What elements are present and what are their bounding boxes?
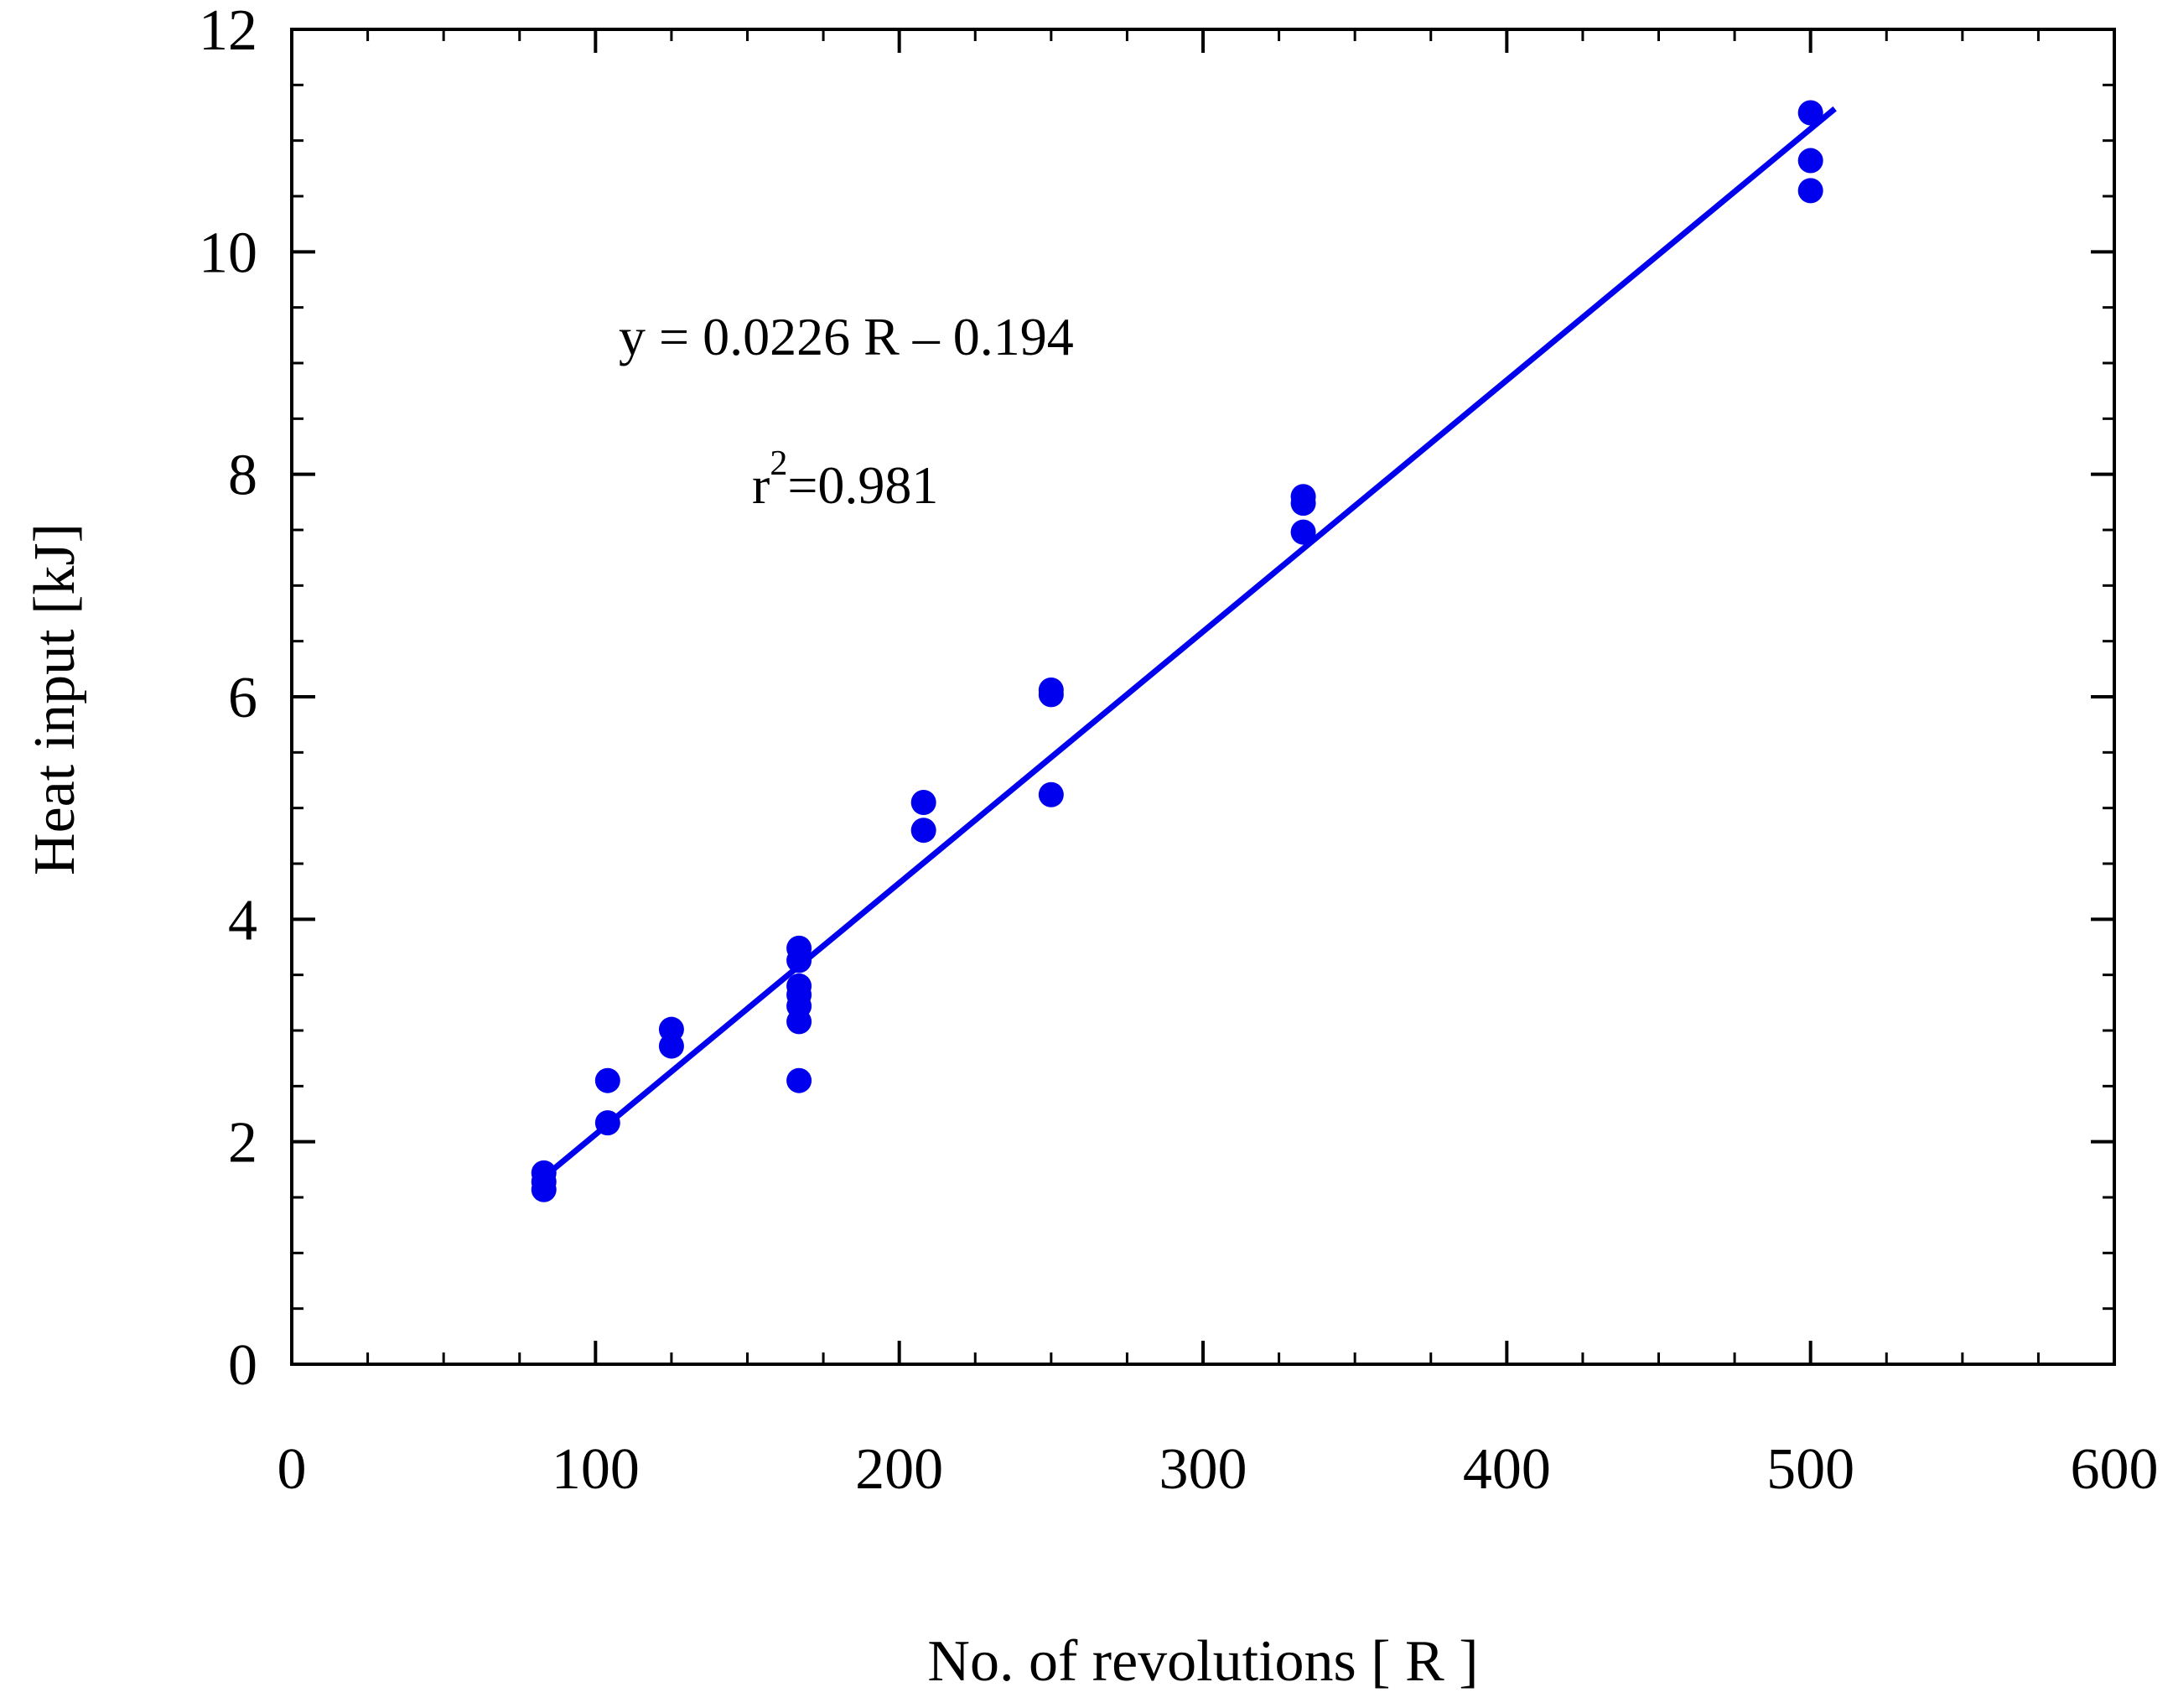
data-point (1038, 781, 1064, 807)
data-point (1038, 682, 1064, 708)
x-tick-label: 100 (552, 1437, 640, 1502)
data-point (594, 1110, 620, 1136)
y-tick-label: 10 (199, 221, 257, 285)
data-point (786, 1009, 812, 1035)
data-point (1797, 148, 1823, 174)
data-point (531, 1176, 557, 1202)
x-tick-label: 500 (1766, 1437, 1854, 1502)
plot-frame (290, 28, 2116, 1366)
y-tick-labels: 0 2 4 6 8 10 12 (199, 0, 257, 1398)
data-points (531, 100, 1823, 1202)
data-point (658, 1033, 684, 1059)
x-tick-label: 0 (277, 1437, 307, 1502)
y-tick-label: 12 (199, 0, 257, 63)
major-ticks (290, 28, 2116, 1366)
y-tick-label: 0 (228, 1333, 257, 1398)
regression-line (542, 106, 1837, 1180)
x-tick-label: 400 (1463, 1437, 1551, 1502)
data-point (1797, 100, 1823, 126)
r-squared-annotation: r2=0.981 (752, 444, 938, 515)
y-tick-label: 6 (228, 666, 257, 730)
r-squared-value: =0.981 (787, 455, 938, 515)
data-point (594, 1067, 620, 1093)
y-axis-label: Heat input [kJ] (23, 523, 87, 875)
x-tick-label: 600 (2071, 1437, 2159, 1502)
y-tick-label: 8 (228, 444, 257, 508)
data-point (786, 947, 812, 973)
data-point (1797, 178, 1823, 204)
y-tick-label: 4 (228, 888, 257, 953)
x-tick-label: 300 (1159, 1437, 1247, 1502)
equation-annotation: y = 0.0226 R – 0.194 (619, 307, 1074, 366)
r-squared-symbol: r (752, 455, 770, 515)
data-point (910, 790, 936, 816)
x-tick-labels: 0 100 200 300 400 500 600 (277, 1437, 2159, 1502)
x-tick-label: 200 (855, 1437, 943, 1502)
x-axis-label: No. of revolutions [ R ] (927, 1629, 1478, 1694)
r-squared-exponent: 2 (770, 444, 787, 483)
y-tick-label: 2 (228, 1111, 257, 1176)
data-point (786, 1067, 812, 1093)
data-point (1290, 491, 1316, 517)
data-point (1290, 519, 1316, 545)
minor-ticks (292, 29, 2114, 1364)
data-point (910, 818, 936, 844)
